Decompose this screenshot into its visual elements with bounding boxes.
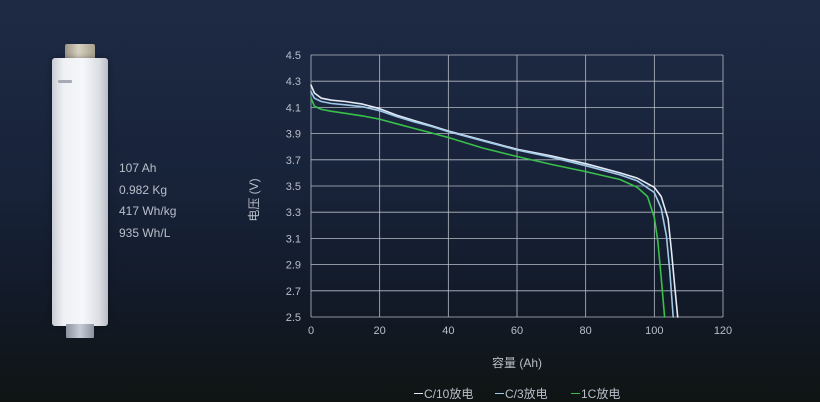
legend-label-c3: C/3放电: [505, 387, 548, 401]
chart-series: [310, 84, 679, 318]
legend-item-1c: 1C放电: [571, 385, 620, 402]
y-tick-labels: 2.5 2.7 2.9 3.1 3.3 3.5 3.7 3.9 4.1 4.3 4.5: [286, 50, 301, 324]
x-tick-label-1: 20: [374, 325, 386, 337]
x-tick-label-0: 0: [308, 325, 314, 337]
battery-cell-image: [52, 44, 108, 340]
y-tick-label-1: 2.7: [286, 286, 301, 298]
y-tick-label-7: 3.9: [286, 129, 301, 141]
chart-legend: C/10放电 C/3放电 1C放电: [0, 385, 820, 401]
x-tick-label-6: 120: [714, 325, 732, 337]
y-axis-label: 电压 (V): [247, 178, 261, 221]
battery-top-terminal: [65, 44, 95, 60]
x-tick-label-2: 40: [442, 325, 454, 337]
x-tick-labels: 0 20 40 60 80 100 120: [308, 325, 732, 337]
x-tick-label-5: 100: [645, 325, 663, 337]
series-line-0: [310, 84, 679, 318]
y-tick-label-0: 2.5: [286, 312, 301, 324]
legend-item-c3: C/3放电: [495, 385, 548, 402]
y-tick-label-9: 4.3: [286, 76, 301, 88]
battery-bottom-terminal: [66, 324, 94, 338]
series-line-1: [310, 90, 674, 318]
legend-item-c10: C/10放电: [414, 385, 473, 402]
x-axis-label: 容量 (Ah): [492, 355, 542, 370]
y-tick-label-6: 3.7: [286, 155, 301, 167]
y-tick-label-4: 3.3: [286, 207, 301, 219]
y-tick-label-10: 4.5: [286, 50, 301, 62]
x-tick-label-4: 80: [580, 325, 592, 337]
legend-line-c3: [495, 393, 504, 395]
legend-label-c10: C/10放电: [424, 387, 474, 401]
y-tick-label-5: 3.5: [286, 181, 301, 193]
spec-list: 107 Ah 0.982 Kg 417 Wh/kg 935 Wh/L: [119, 158, 176, 244]
series-line-2: [310, 97, 666, 318]
legend-line-1c: [571, 393, 580, 395]
spec-weight: 0.982 Kg: [119, 182, 168, 197]
y-tick-label-8: 4.1: [286, 102, 301, 114]
x-tick-label-3: 60: [511, 325, 523, 337]
y-tick-label-3: 3.1: [286, 233, 301, 245]
legend-line-c10: [414, 393, 423, 395]
y-tick-label-2: 2.9: [286, 260, 301, 272]
spec-volumetric-energy: 935 Wh/L: [119, 225, 171, 240]
legend-label-1c: 1C放电: [581, 387, 621, 401]
spec-capacity: 107 Ah: [119, 161, 157, 175]
spec-gravimetric-energy: 417 Wh/kg: [119, 204, 177, 218]
battery-body: [52, 58, 108, 326]
